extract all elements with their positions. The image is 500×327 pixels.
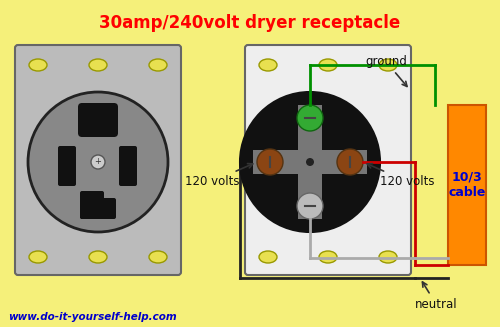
Text: 120 volts: 120 volts [185, 164, 252, 188]
Bar [448, 105, 486, 265]
FancyBboxPatch shape [58, 146, 76, 186]
Text: neutral: neutral [415, 282, 458, 311]
Ellipse shape [259, 59, 277, 71]
FancyBboxPatch shape [245, 45, 411, 275]
Text: 120 volts: 120 volts [367, 164, 434, 188]
Ellipse shape [149, 59, 167, 71]
FancyBboxPatch shape [80, 191, 104, 219]
Circle shape [240, 92, 380, 232]
Circle shape [257, 149, 283, 175]
FancyBboxPatch shape [80, 198, 116, 219]
Circle shape [91, 155, 105, 169]
Text: +: + [94, 158, 102, 166]
Circle shape [337, 149, 363, 175]
Ellipse shape [379, 251, 397, 263]
Text: 30amp/240volt dryer receptacle: 30amp/240volt dryer receptacle [100, 14, 401, 32]
Ellipse shape [89, 251, 107, 263]
Ellipse shape [149, 251, 167, 263]
Circle shape [297, 193, 323, 219]
Ellipse shape [29, 59, 47, 71]
Ellipse shape [319, 251, 337, 263]
Circle shape [297, 105, 323, 131]
Circle shape [28, 92, 168, 232]
Text: ground: ground [365, 55, 407, 86]
FancyBboxPatch shape [78, 103, 118, 137]
Ellipse shape [29, 251, 47, 263]
FancyBboxPatch shape [119, 146, 137, 186]
FancyBboxPatch shape [15, 45, 181, 275]
Ellipse shape [259, 251, 277, 263]
Bar [253, 150, 367, 174]
Circle shape [306, 158, 314, 166]
Text: www.do-it-yourself-help.com: www.do-it-yourself-help.com [8, 312, 176, 322]
Text: 10/3
cable: 10/3 cable [448, 171, 486, 199]
Bar [298, 105, 322, 219]
Ellipse shape [379, 59, 397, 71]
Ellipse shape [89, 59, 107, 71]
Ellipse shape [319, 59, 337, 71]
